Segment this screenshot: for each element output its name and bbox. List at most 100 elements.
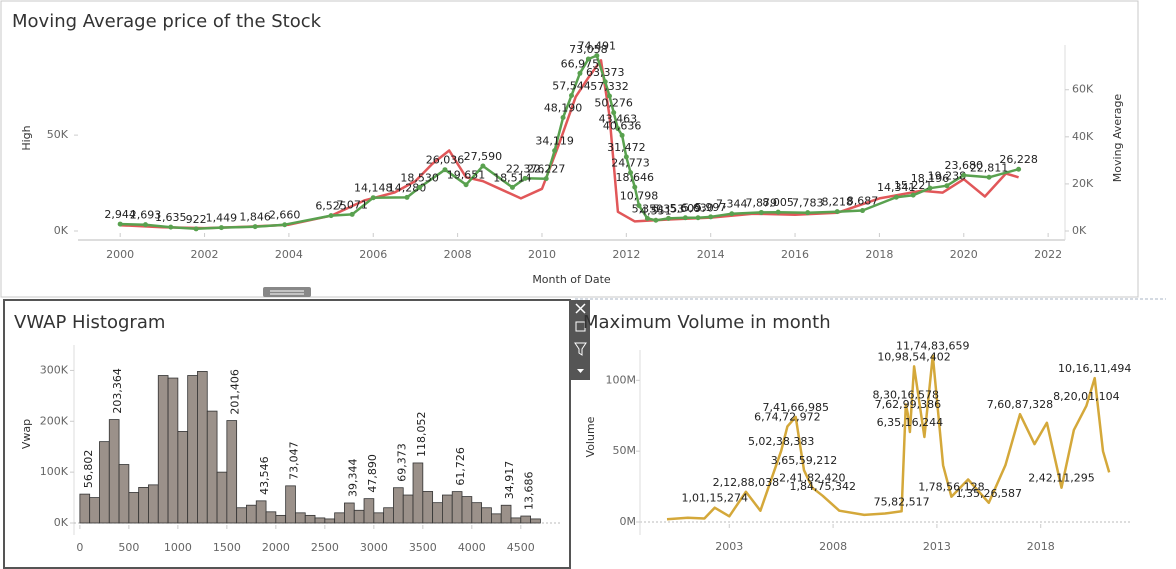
x-tick-label: 2003 bbox=[715, 540, 743, 553]
point-label: 5,609 bbox=[670, 202, 702, 215]
y2-tick-label: 20K bbox=[1072, 177, 1094, 190]
point-label: 6,74,72,972 bbox=[754, 410, 820, 423]
x-axis-title: Month of Date bbox=[532, 273, 611, 286]
point-label: 23,680 bbox=[945, 159, 984, 172]
chart-title: Moving Average price of the Stock bbox=[12, 11, 322, 32]
point-label: 50,276 bbox=[594, 97, 633, 110]
point bbox=[594, 53, 600, 59]
bar-label: 203,364 bbox=[111, 368, 124, 414]
point-label: 7,41,66,985 bbox=[762, 401, 828, 414]
point bbox=[986, 174, 992, 180]
point-label: 7,60,87,328 bbox=[987, 398, 1053, 411]
filter-icon[interactable] bbox=[574, 342, 587, 356]
point bbox=[708, 214, 714, 220]
bar bbox=[99, 441, 110, 524]
point bbox=[585, 56, 591, 62]
x-tick-label: 2022 bbox=[1034, 248, 1062, 261]
point-label: 48,190 bbox=[544, 102, 583, 115]
series-line bbox=[120, 54, 1019, 231]
point bbox=[644, 215, 650, 221]
point-label: 14,280 bbox=[388, 181, 427, 194]
y-tick-label: 300K bbox=[40, 363, 69, 376]
bar bbox=[520, 515, 532, 524]
point-label: 22,227 bbox=[527, 163, 566, 176]
point bbox=[910, 192, 916, 198]
point-label: 7,62,99,386 bbox=[875, 398, 941, 411]
point-label: 27,590 bbox=[464, 150, 503, 163]
point-label: 7,344 bbox=[716, 198, 748, 211]
x-tick-label: 2000 bbox=[106, 248, 134, 261]
point-label: 4,551 bbox=[640, 204, 672, 217]
point bbox=[142, 222, 148, 228]
bar bbox=[304, 514, 316, 524]
point bbox=[522, 175, 528, 181]
point bbox=[632, 184, 638, 190]
bar-label: 34,917 bbox=[503, 461, 516, 500]
y2-tick-label: 60K bbox=[1072, 83, 1094, 96]
x-tick-label: 1000 bbox=[164, 541, 192, 554]
series-line bbox=[120, 59, 1019, 230]
bar bbox=[275, 514, 287, 524]
bar bbox=[148, 484, 159, 524]
bar bbox=[412, 462, 424, 524]
bar bbox=[491, 513, 502, 524]
point-label: 5,630 bbox=[682, 202, 714, 215]
point-label: 1,01,15,274 bbox=[682, 492, 748, 505]
point-label: 18,196 bbox=[911, 172, 950, 185]
menu-icon[interactable] bbox=[577, 369, 584, 373]
bar-label: 43,546 bbox=[258, 456, 271, 495]
point-label: 10,98,54,402 bbox=[877, 350, 950, 363]
point-label: 1,35,26,587 bbox=[956, 487, 1022, 500]
bar bbox=[363, 498, 375, 524]
chart-title: VWAP Histogram bbox=[14, 312, 165, 333]
popout-icon[interactable] bbox=[575, 321, 586, 332]
y-tick-label: 0K bbox=[54, 224, 69, 237]
point bbox=[463, 182, 469, 188]
point-label: 18,530 bbox=[400, 171, 439, 184]
bar bbox=[510, 517, 522, 524]
bar bbox=[314, 517, 326, 524]
point-label: 40,636 bbox=[603, 119, 642, 132]
bar bbox=[461, 496, 473, 524]
point-label: 5,350 bbox=[632, 202, 664, 215]
bar bbox=[432, 502, 443, 524]
y-axis-title: High bbox=[20, 125, 33, 150]
point bbox=[805, 210, 811, 216]
point-label: 19,238 bbox=[928, 170, 967, 183]
bar bbox=[138, 486, 149, 524]
close-icon[interactable] bbox=[575, 303, 586, 314]
bar bbox=[89, 497, 100, 524]
point-label: 2,660 bbox=[269, 209, 301, 222]
y-axis-title: Vwap bbox=[20, 419, 33, 449]
point-label: 10,798 bbox=[620, 190, 659, 203]
bar bbox=[500, 504, 512, 524]
point bbox=[695, 215, 701, 221]
bar-label: 118,052 bbox=[415, 411, 428, 457]
point bbox=[758, 209, 764, 215]
bar bbox=[471, 502, 483, 524]
point-label: 22,376 bbox=[506, 162, 545, 175]
y-tick-label: 200K bbox=[40, 414, 69, 427]
point bbox=[552, 148, 558, 154]
bar bbox=[216, 471, 228, 524]
point bbox=[944, 183, 950, 189]
point-label: 2,12,88,038 bbox=[713, 476, 779, 489]
point-label: 15,221 bbox=[894, 179, 933, 192]
point-label: 5,02,38,383 bbox=[748, 435, 814, 448]
bar bbox=[295, 512, 306, 524]
bar bbox=[79, 493, 91, 524]
bar bbox=[226, 420, 238, 524]
point-label: 63,373 bbox=[586, 66, 625, 79]
bar bbox=[285, 485, 296, 524]
y-tick-label: 100K bbox=[40, 465, 69, 478]
point-label: 922 bbox=[186, 213, 207, 226]
point bbox=[168, 224, 174, 230]
bar-label: 47,890 bbox=[366, 454, 379, 493]
point-label: 6,525 bbox=[315, 200, 347, 213]
y-axis-title: Volume bbox=[584, 416, 597, 457]
x-tick-label: 3500 bbox=[409, 541, 437, 554]
x-tick-label: 2014 bbox=[697, 248, 725, 261]
point bbox=[282, 222, 288, 228]
point bbox=[636, 203, 642, 209]
resize-handle[interactable] bbox=[263, 287, 311, 297]
